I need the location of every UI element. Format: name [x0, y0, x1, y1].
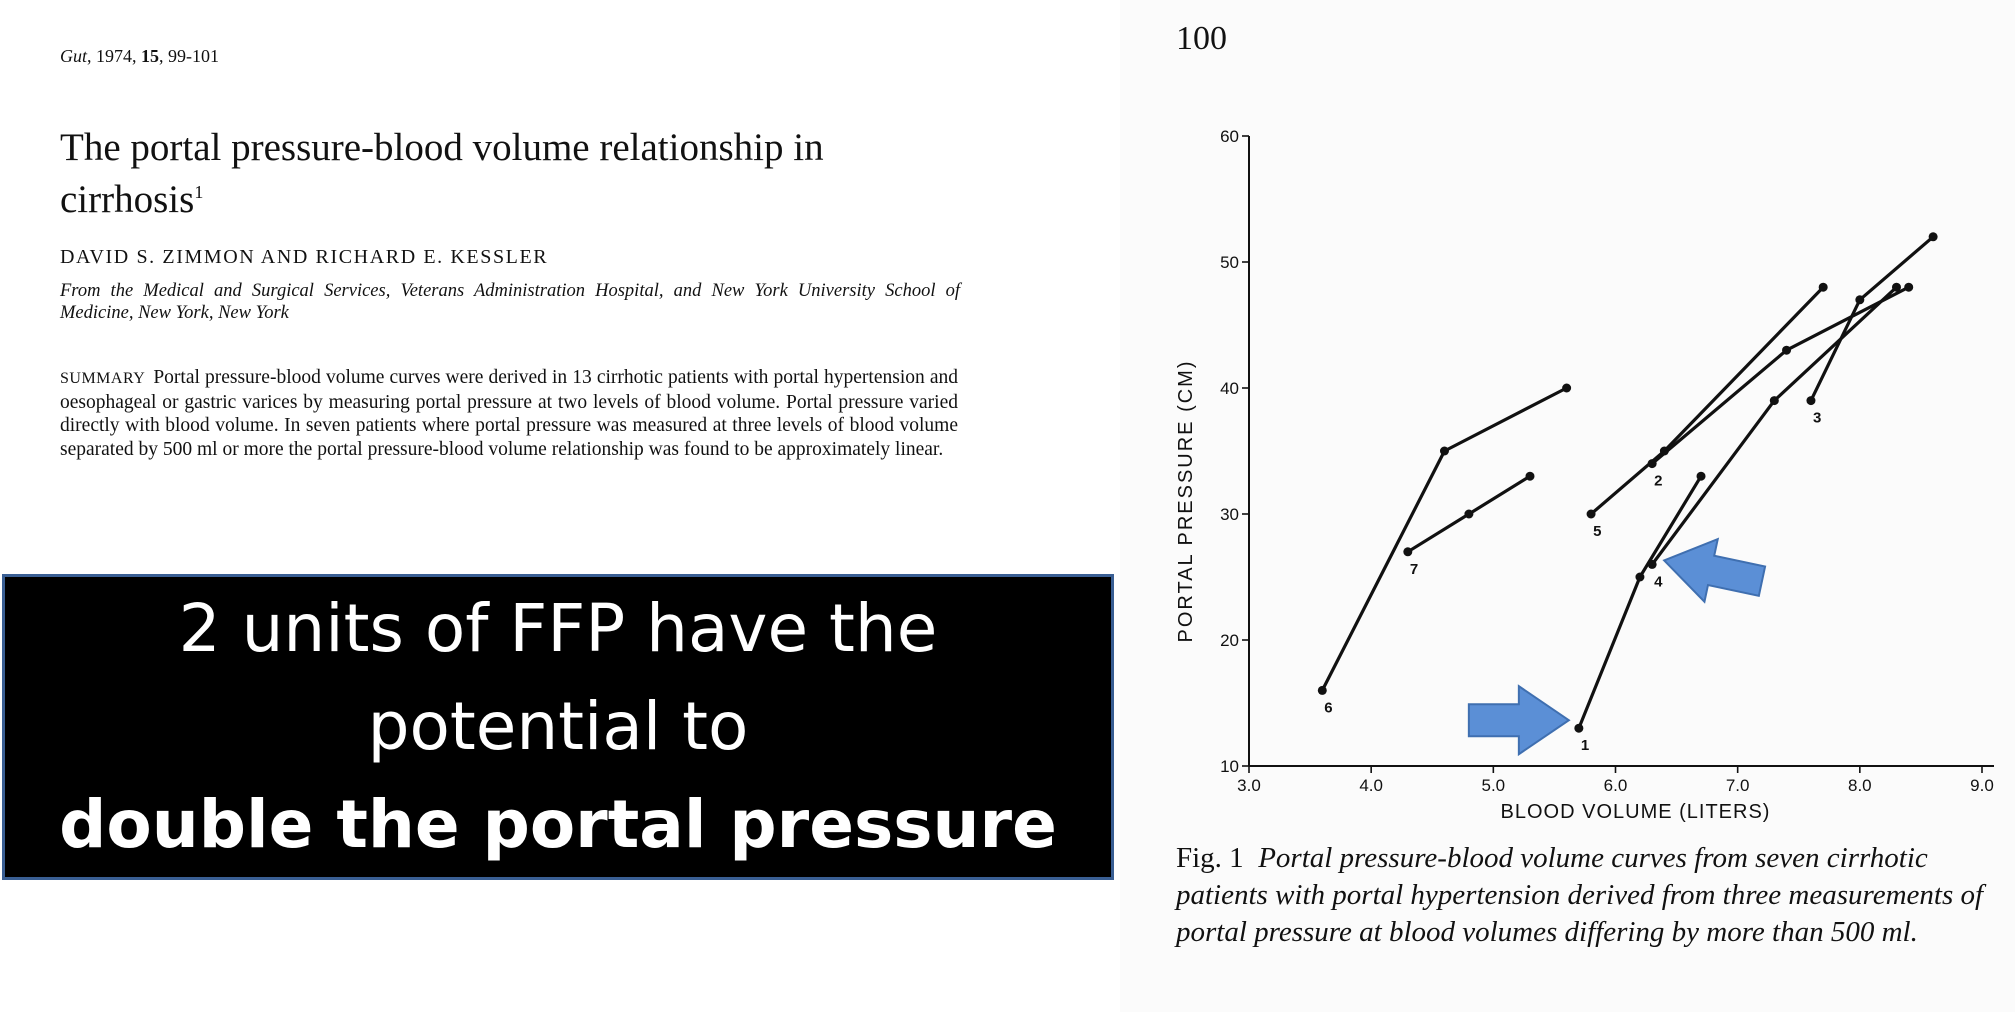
article-title: The portal pressure-blood volume relatio… — [60, 126, 960, 222]
x-tick-label: 9.0 — [1970, 776, 1994, 795]
series-line-6 — [1320, 386, 1568, 692]
data-point — [1696, 471, 1706, 481]
summary-text: Portal pressure-blood volume curves were… — [60, 367, 958, 460]
summary-label: SUMMARY — [60, 370, 146, 387]
data-point — [1891, 282, 1901, 292]
series-label: 3 — [1813, 410, 1821, 427]
data-point — [1317, 685, 1327, 695]
citation-journal: Gut — [60, 46, 87, 66]
series-label: 1 — [1581, 737, 1589, 754]
data-point — [1928, 232, 1938, 242]
series-line-3 — [1809, 235, 1935, 402]
x-axis-label: BLOOD VOLUME (LITERS) — [1501, 801, 1771, 823]
series-label: 5 — [1593, 523, 1601, 540]
x-tick-label: 8.0 — [1848, 776, 1872, 795]
x-tick-label: 7.0 — [1726, 776, 1750, 795]
arrow-icon — [1662, 537, 1767, 604]
series-label: 4 — [1654, 573, 1663, 590]
data-point — [1806, 396, 1816, 406]
data-point — [1818, 282, 1828, 292]
page-number: 100 — [1176, 20, 1227, 57]
citation-pages: , 99-101 — [159, 46, 219, 66]
callout-box: 2 units of FFP have the potential to dou… — [2, 574, 1114, 880]
x-tick-label: 5.0 — [1482, 776, 1506, 795]
article-title-text: The portal pressure-blood volume relatio… — [60, 126, 824, 221]
series-label: 7 — [1410, 561, 1418, 578]
arrow-icon-group — [1662, 537, 1767, 604]
data-point — [1562, 383, 1572, 393]
data-point — [1439, 446, 1449, 456]
x-tick-label: 4.0 — [1359, 776, 1383, 795]
y-tick-label: 10 — [1220, 757, 1239, 776]
data-point — [1855, 295, 1865, 305]
data-point — [1586, 509, 1596, 519]
y-axis-label: PORTAL PRESSURE (CM) — [1175, 360, 1197, 643]
arrow-icon — [1467, 684, 1571, 757]
data-point — [1647, 559, 1657, 569]
figure-page — [1120, 0, 2015, 1012]
data-point — [1904, 282, 1914, 292]
series-line-5 — [1590, 286, 1825, 516]
caption-label: Fig. 1 — [1176, 842, 1244, 874]
y-tick-label: 50 — [1220, 253, 1239, 272]
series-label: 2 — [1654, 473, 1662, 490]
caption-text: Portal pressure-blood volume curves from… — [1176, 842, 1984, 948]
data-point — [1464, 509, 1474, 519]
y-tick-label: 20 — [1220, 631, 1239, 650]
data-point — [1647, 459, 1657, 469]
series-label: 6 — [1324, 699, 1332, 716]
article-affiliation: From the Medical and Surgical Services, … — [60, 281, 960, 323]
callout-line-2: potential to — [367, 688, 749, 765]
y-tick-label: 30 — [1220, 505, 1239, 524]
data-point — [1574, 723, 1584, 733]
y-tick-label: 60 — [1220, 127, 1239, 146]
data-point — [1635, 572, 1645, 582]
article-authors: DAVID S. ZIMMON AND RICHARD E. KESSLER — [60, 246, 549, 268]
journal-citation: Gut, 1974, 15, 99-101 — [60, 46, 219, 67]
data-point — [1782, 345, 1792, 355]
article-summary: SUMMARY Portal pressure-blood volume curv… — [60, 366, 958, 461]
callout-line-1: 2 units of FFP have the — [178, 590, 938, 667]
article-page: Gut, 1974, 15, 99-101 The portal pressur… — [2, 46, 1114, 880]
data-point — [1769, 396, 1779, 406]
citation-year: , 1974, — [87, 46, 141, 66]
title-footnote: 1 — [194, 182, 204, 202]
series-line-1 — [1577, 475, 1703, 729]
x-tick-label: 6.0 — [1604, 776, 1628, 795]
data-point — [1525, 471, 1535, 481]
x-tick-label: 3.0 — [1237, 776, 1261, 795]
data-point — [1403, 547, 1413, 557]
citation-volume: 15 — [141, 46, 159, 66]
figure-caption: Fig. 1 Portal pressure-blood volume curv… — [1176, 840, 1986, 951]
callout-line-3: double the portal pressure — [59, 786, 1057, 863]
y-tick-label: 40 — [1220, 379, 1239, 398]
portal-pressure-chart: 3.0 4.0 5.0 6.0 7.0 8.0 9.0 10 20 30 40 50 60 BLOOD V… — [1175, 127, 1994, 823]
